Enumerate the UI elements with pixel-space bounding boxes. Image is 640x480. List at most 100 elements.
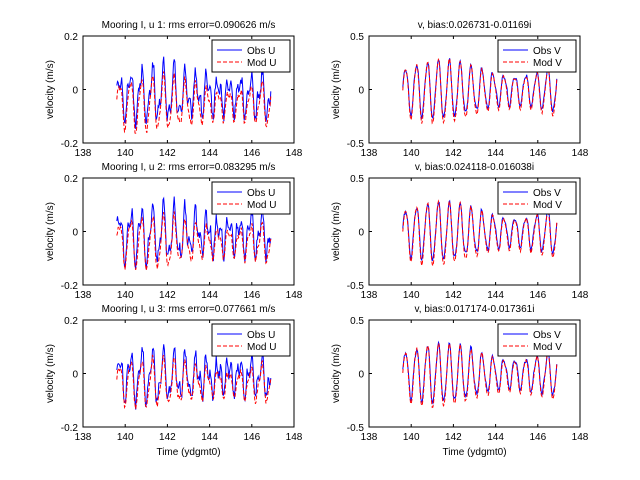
x-tick-label: 146 xyxy=(243,148,260,159)
series-line-mod-v xyxy=(402,58,558,125)
x-tick-label: 146 xyxy=(529,290,546,301)
legend-label: Mod V xyxy=(533,200,562,211)
legend-box xyxy=(211,181,291,215)
chart-title: v, bias:0.017174-0.017361i xyxy=(415,304,535,315)
x-tick-label: 138 xyxy=(361,148,378,159)
chart-title: v, bias:0.026731-0.01169i xyxy=(418,20,532,31)
y-tick-label: 0 xyxy=(72,86,78,97)
series-line-mod-v xyxy=(402,199,558,268)
y-axis-label: velocity (m/s) xyxy=(45,202,56,261)
x-tick-label: 140 xyxy=(117,432,134,443)
y-tick-label: -0.5 xyxy=(347,281,365,292)
legend-label: Mod U xyxy=(247,342,276,353)
y-tick-label: 0.2 xyxy=(64,174,78,185)
x-tick-label: 138 xyxy=(75,290,92,301)
y-tick-label: -0.5 xyxy=(347,423,365,434)
legend-box xyxy=(497,181,577,215)
x-tick-label: 144 xyxy=(201,432,218,443)
x-tick-label: 140 xyxy=(403,290,420,301)
legend-label: Obs V xyxy=(533,330,561,341)
series-line-mod-u xyxy=(116,211,272,271)
legend-label: Obs U xyxy=(247,46,275,57)
series-line-mod-u xyxy=(116,71,272,134)
y-tick-label: -0.2 xyxy=(61,139,79,150)
y-axis-label: velocity (m/s) xyxy=(331,344,342,403)
y-tick-label: 0 xyxy=(358,228,364,239)
chart-panel-5: 138 140 142 144 146 148 -0.2 0 0.2 Mooring I, u 3… xyxy=(45,304,303,458)
x-tick-label: 144 xyxy=(487,290,504,301)
series-line-mod-v xyxy=(402,341,558,409)
x-tick-label: 140 xyxy=(117,148,134,159)
legend-box xyxy=(497,39,577,73)
x-tick-label: 142 xyxy=(159,290,176,301)
x-tick-label: 148 xyxy=(286,432,303,443)
chart-panel-6: 138 140 142 144 146 148 -0.5 0 0.5 v, bias:0.0171… xyxy=(331,304,589,458)
x-tick-label: 146 xyxy=(243,290,260,301)
x-tick-label: 148 xyxy=(286,290,303,301)
x-axis-label: Time (ydgmt0) xyxy=(442,447,506,458)
series-line-mod-u xyxy=(116,354,272,410)
legend-box xyxy=(211,39,291,73)
x-tick-label: 138 xyxy=(75,148,92,159)
legend-label: Obs U xyxy=(247,188,275,199)
y-tick-label: -0.2 xyxy=(61,423,79,434)
y-axis-label: velocity (m/s) xyxy=(45,344,56,403)
y-tick-label: 0 xyxy=(358,86,364,97)
chart-panel-3: 138 140 142 144 146 148 -0.2 0 0.2 Mooring I, u 2… xyxy=(45,162,303,301)
chart-panel-4: 138 140 142 144 146 148 -0.5 0 0.5 v, bias:0.0241… xyxy=(331,162,589,301)
chart-title: Mooring I, u 3: rms error=0.077661 m/s xyxy=(102,304,276,315)
chart-title: Mooring I, u 2: rms error=0.083295 m/s xyxy=(102,162,276,173)
x-tick-label: 138 xyxy=(75,432,92,443)
chart-panel-1: 138 140 142 144 146 148 -0.2 0 0.2 Mooring I, u 1… xyxy=(45,20,303,159)
x-tick-label: 146 xyxy=(529,148,546,159)
y-axis-label: velocity (m/s) xyxy=(331,60,342,119)
x-tick-label: 148 xyxy=(286,148,303,159)
chart-title: v, bias:0.024118-0.016038i xyxy=(415,162,534,173)
legend-label: Mod V xyxy=(533,342,562,353)
legend-box xyxy=(497,323,577,357)
legend-label: Obs U xyxy=(247,330,275,341)
legend-label: Mod U xyxy=(247,200,276,211)
y-axis-label: velocity (m/s) xyxy=(331,202,342,261)
y-tick-label: 0.2 xyxy=(64,316,78,327)
chart-panel-2: 138 140 142 144 146 148 -0.5 0 0.5 v, bias:0.0267… xyxy=(331,20,589,159)
x-tick-label: 148 xyxy=(572,432,589,443)
x-tick-label: 144 xyxy=(201,290,218,301)
x-tick-label: 142 xyxy=(159,432,176,443)
y-axis-label: velocity (m/s) xyxy=(45,60,56,119)
x-tick-label: 146 xyxy=(243,432,260,443)
x-tick-label: 140 xyxy=(117,290,134,301)
x-axis-label: Time (ydgmt0) xyxy=(156,447,220,458)
series-line-obs-v xyxy=(402,58,558,120)
x-tick-label: 144 xyxy=(201,148,218,159)
legend-label: Obs V xyxy=(533,46,561,57)
y-tick-label: 0 xyxy=(72,370,78,381)
x-tick-label: 140 xyxy=(403,432,420,443)
x-tick-label: 142 xyxy=(159,148,176,159)
y-tick-label: 0.5 xyxy=(350,32,364,43)
x-tick-label: 146 xyxy=(529,432,546,443)
x-tick-label: 142 xyxy=(445,432,462,443)
y-tick-label: -0.2 xyxy=(61,281,79,292)
x-tick-label: 148 xyxy=(572,148,589,159)
x-tick-label: 138 xyxy=(361,432,378,443)
chart-title: Mooring I, u 1: rms error=0.090626 m/s xyxy=(102,20,276,31)
x-tick-label: 138 xyxy=(361,290,378,301)
x-tick-label: 140 xyxy=(403,148,420,159)
y-tick-label: -0.5 xyxy=(347,139,365,150)
legend-box xyxy=(211,323,291,357)
legend-label: Obs V xyxy=(533,188,561,199)
x-tick-label: 144 xyxy=(487,432,504,443)
y-tick-label: 0.5 xyxy=(350,174,364,185)
y-tick-label: 0 xyxy=(72,228,78,239)
x-tick-label: 142 xyxy=(445,148,462,159)
y-tick-label: 0.2 xyxy=(64,32,78,43)
x-tick-label: 142 xyxy=(445,290,462,301)
legend-label: Mod U xyxy=(247,58,276,69)
x-tick-label: 144 xyxy=(487,148,504,159)
legend-label: Mod V xyxy=(533,58,562,69)
y-tick-label: 0.5 xyxy=(350,316,364,327)
series-line-obs-u xyxy=(116,56,272,129)
y-tick-label: 0 xyxy=(358,370,364,381)
